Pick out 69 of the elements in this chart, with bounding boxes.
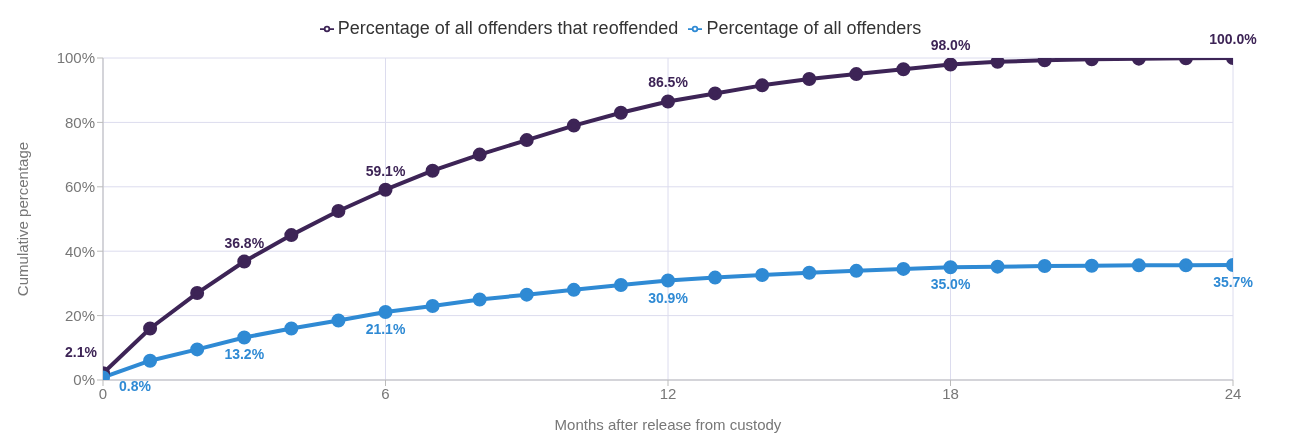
x-tick-label: 6 [381,384,390,402]
point [190,342,205,357]
point [896,62,911,77]
data-label: 30.9% [648,289,689,306]
point [143,353,158,368]
legend-label: Percentage of all offenders that reoffended [337,18,679,38]
point [331,313,346,328]
point [190,286,205,301]
point [143,321,158,336]
data-label: 100.0% [1209,31,1258,47]
y-tick-label: 20% [64,306,95,324]
point [284,321,299,336]
y-tick-label: 100% [56,49,95,67]
point [1084,258,1099,273]
point [613,278,628,293]
point [755,268,770,283]
y-tick-label: 0% [73,371,95,389]
data-label: 59.1% [365,162,406,179]
data-label: 86.5% [648,74,689,91]
point [802,265,817,280]
y-axis-title: Cumulative percentage [14,141,32,297]
data-label: 21.1% [365,321,406,338]
point [566,118,581,133]
data-label: 35.7% [1213,274,1254,291]
point [566,282,581,297]
point [425,298,440,313]
y-tick-label: 80% [64,113,95,131]
y-tick-label: 40% [64,242,95,260]
data-label: 98.0% [930,37,971,54]
point [896,261,911,276]
point [519,133,534,148]
point [472,292,487,307]
data-label: 2.1% [65,344,98,361]
point [708,86,723,101]
y-tick-label: 60% [64,178,95,196]
point [943,58,958,72]
data-label: 36.8% [224,234,265,251]
x-tick-label: 24 [1224,384,1242,402]
legend-label: Percentage of all offenders [706,18,922,38]
point [425,163,440,178]
point [1131,258,1146,273]
point [990,58,1005,69]
point [849,67,864,82]
point [661,94,675,109]
point [1037,259,1052,274]
point [943,260,958,275]
x-tick-label: 12 [659,384,677,402]
point [378,182,393,197]
data-label: 35.0% [930,276,971,293]
point [519,287,534,302]
point [613,105,628,120]
point [755,78,770,93]
point [331,203,346,218]
x-axis-title: Months after release from custody [554,416,782,433]
x-tick-label: 0 [98,384,108,402]
data-label: 0.8% [119,378,152,395]
data-label: 13.2% [224,346,265,363]
point [708,270,723,285]
point [378,305,393,320]
x-tick-label: 18 [942,384,959,402]
point [802,71,817,86]
point [237,330,252,345]
point [284,228,299,243]
point [661,273,675,288]
point [990,259,1005,274]
point [1178,258,1193,273]
point [237,254,252,269]
point [849,263,864,278]
point [472,147,487,162]
